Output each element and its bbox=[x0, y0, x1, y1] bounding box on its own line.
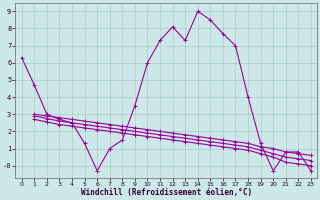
X-axis label: Windchill (Refroidissement éolien,°C): Windchill (Refroidissement éolien,°C) bbox=[81, 188, 252, 197]
